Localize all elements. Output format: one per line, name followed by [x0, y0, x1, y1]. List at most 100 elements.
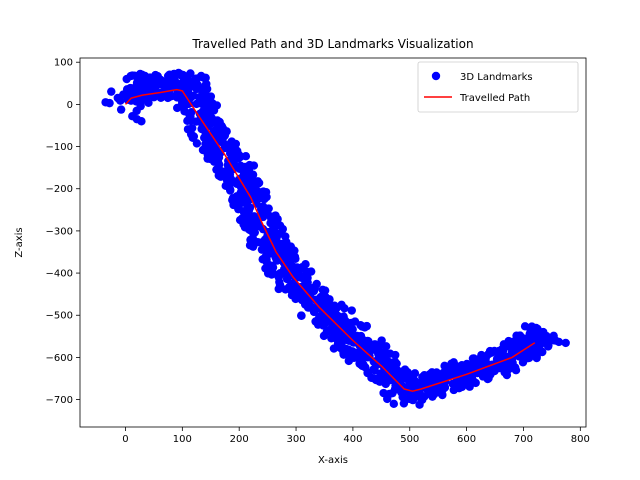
- landmark-point: [262, 255, 271, 264]
- landmark-point: [192, 139, 202, 148]
- landmark-point: [532, 333, 542, 343]
- legend-marker-landmarks: [431, 71, 441, 81]
- landmark-point: [348, 325, 357, 334]
- landmark-point: [116, 105, 126, 114]
- y-tick-label: −200: [46, 184, 73, 195]
- landmark-point: [261, 187, 271, 197]
- landmark-point: [250, 228, 260, 237]
- landmark-point: [303, 273, 312, 283]
- landmark-point: [380, 348, 390, 357]
- legend-label-landmarks: 3D Landmarks: [460, 72, 533, 83]
- landmark-point: [380, 372, 390, 381]
- landmark-point: [138, 76, 148, 85]
- landmark-point: [349, 338, 358, 347]
- landmark-point: [183, 83, 192, 93]
- landmark-point: [144, 98, 153, 108]
- y-tick-label: −100: [46, 142, 73, 153]
- landmark-point: [543, 342, 553, 351]
- landmark-point: [241, 151, 251, 161]
- x-tick-label: 800: [571, 434, 590, 445]
- landmark-point: [260, 194, 269, 204]
- landmark-point: [181, 77, 190, 86]
- landmark-point: [153, 74, 162, 83]
- x-tick-label: 500: [400, 434, 419, 445]
- landmark-point: [186, 113, 195, 123]
- landmark-point: [462, 359, 472, 369]
- landmark-point: [197, 124, 206, 134]
- landmark-point: [261, 242, 270, 251]
- landmark-point: [531, 323, 541, 333]
- landmark-point: [310, 284, 320, 293]
- landmark-point: [127, 94, 136, 104]
- landmark-point: [362, 321, 372, 331]
- x-tick-label: 100: [173, 434, 192, 445]
- plot-area: [101, 68, 570, 409]
- landmark-point: [173, 70, 182, 79]
- axes-frame: [79, 57, 587, 428]
- landmark-point: [363, 347, 373, 357]
- landmark-point: [448, 379, 457, 389]
- landmark-point: [453, 362, 462, 371]
- landmark-point: [269, 217, 278, 227]
- landmark-point: [479, 357, 488, 367]
- landmark-point: [253, 237, 263, 247]
- landmark-point: [165, 70, 174, 79]
- landmark-point: [399, 399, 409, 408]
- landmark-point: [128, 111, 137, 121]
- landmark-point: [137, 117, 146, 126]
- landmark-point: [301, 259, 310, 269]
- landmark-point: [197, 85, 206, 95]
- landmark-point: [549, 331, 558, 341]
- landmark-point: [276, 269, 286, 278]
- x-tick-label: 400: [343, 434, 362, 445]
- landmark-point: [337, 338, 346, 348]
- landmark-point: [214, 160, 224, 169]
- landmark-point: [554, 337, 564, 347]
- landmark-point: [171, 77, 180, 86]
- landmark-point: [361, 363, 370, 372]
- landmark-point: [235, 164, 244, 174]
- landmark-point: [290, 246, 299, 255]
- landmark-point: [192, 99, 201, 109]
- chart-title: Travelled Path and 3D Landmarks Visualiz…: [191, 37, 473, 51]
- legend-label-path: Travelled Path: [459, 93, 530, 104]
- landmark-point: [340, 316, 350, 325]
- y-tick-label: 0: [67, 100, 73, 111]
- landmark-point: [252, 180, 261, 189]
- landmark-point: [223, 177, 233, 187]
- y-tick-label: −600: [46, 353, 73, 364]
- landmark-point: [295, 264, 304, 274]
- landmark-point: [211, 150, 220, 159]
- landmark-point: [202, 135, 211, 145]
- landmark-point: [281, 232, 290, 241]
- landmark-point: [209, 104, 218, 114]
- landmark-point: [391, 350, 400, 360]
- landmark-point: [201, 73, 210, 82]
- landmark-point: [539, 335, 548, 345]
- landmark-point: [340, 304, 349, 313]
- travelled-path-line: [124, 88, 536, 392]
- landmark-point: [483, 365, 493, 375]
- landmark-point: [294, 288, 303, 298]
- landmark-point: [339, 323, 349, 332]
- landmark-point: [236, 197, 246, 207]
- y-axis-label: Z-axis: [14, 227, 25, 257]
- landmark-point: [278, 224, 287, 234]
- landmark-point: [205, 118, 215, 128]
- landmark-point: [520, 322, 530, 331]
- line-layer: [124, 88, 536, 392]
- x-ticks: 0 100 200 300 400 500 600 700 800: [122, 427, 590, 445]
- landmark-point: [105, 98, 114, 108]
- landmark-point: [522, 346, 531, 355]
- landmark-point: [319, 331, 329, 341]
- landmark-point: [497, 346, 507, 355]
- y-tick-label: −700: [46, 395, 73, 406]
- landmark-point: [272, 256, 282, 265]
- y-tick-label: −500: [46, 311, 73, 322]
- y-tick-label: −300: [46, 226, 73, 237]
- landmark-point: [381, 379, 390, 389]
- landmark-point: [389, 399, 399, 409]
- y-ticks: 100 0 −100 −200 −300 −400 −500 −600 −700: [46, 58, 80, 406]
- x-tick-label: 700: [514, 434, 533, 445]
- x-tick-label: 0: [122, 434, 128, 445]
